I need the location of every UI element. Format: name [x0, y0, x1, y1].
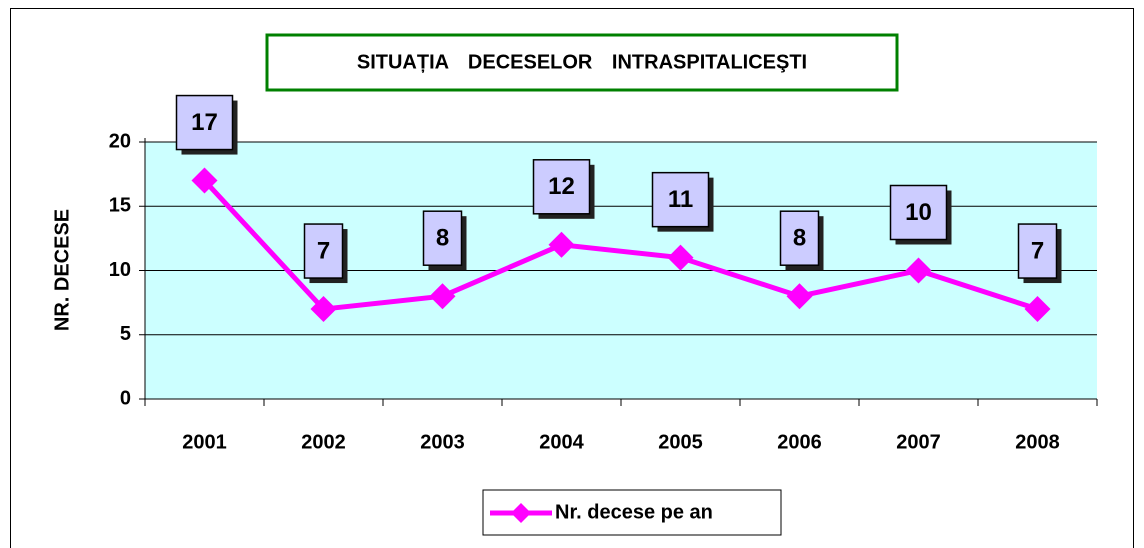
- data-label-box: [651, 171, 710, 228]
- marker: [786, 283, 813, 310]
- y-axis-label: NR. DECESE: [51, 209, 73, 331]
- y-tick-label: 20: [109, 130, 131, 152]
- x-tick-label: 2007: [896, 431, 941, 453]
- marks: 17 7 8 12 11 8 10 7: [175, 94, 1062, 323]
- data-label-box: [422, 210, 463, 266]
- data-label-box: [175, 94, 234, 151]
- x-tick-label: 2003: [420, 431, 465, 453]
- data-label-box: [889, 184, 948, 241]
- x-tick-label: 2001: [182, 431, 227, 453]
- legend-label: Nr. decese pe an: [555, 501, 713, 523]
- y-tick-label: 0: [120, 387, 131, 409]
- data-label-box: [779, 210, 820, 266]
- marker: [1024, 296, 1051, 323]
- legend-entries: Nr. decese pe an: [490, 501, 713, 523]
- ticks: 0 5 10 15 20 2001 2002 2003 2004 2005 2006 2007 2008: [109, 130, 1098, 453]
- marker: [310, 296, 337, 323]
- legend-marker: [511, 503, 531, 523]
- x-tick-label: 2005: [658, 431, 703, 453]
- x-tick-label: 2006: [777, 431, 822, 453]
- data-label: 8: [793, 225, 806, 252]
- data-label: 17: [191, 109, 218, 136]
- data-label: 7: [317, 237, 330, 264]
- title-box: [265, 33, 899, 92]
- data-label-box: [303, 223, 344, 279]
- data-label: 8: [436, 225, 449, 252]
- data-label: 12: [548, 173, 575, 200]
- y-tick-label: 5: [120, 323, 131, 345]
- marker: [191, 167, 218, 194]
- data-label-box: [1017, 223, 1058, 279]
- data-label: 7: [1031, 237, 1044, 264]
- x-tick-label: 2008: [1015, 431, 1060, 453]
- marker: [905, 257, 932, 284]
- data-label: 11: [668, 186, 693, 213]
- marker: [429, 283, 456, 310]
- marker: [667, 244, 694, 271]
- chart-title: SITUAȚIA DECESELOR INTRASPITALICEŞTI: [357, 51, 807, 73]
- y-tick-label: 10: [109, 259, 131, 281]
- series-line: [202, 178, 1039, 312]
- x-tick-label: 2004: [539, 431, 584, 453]
- x-tick-label: 2002: [301, 431, 346, 453]
- y-tick-label: 15: [109, 195, 131, 217]
- data-label-box: [532, 159, 591, 215]
- marker: [548, 231, 575, 258]
- data-label: 10: [905, 199, 932, 226]
